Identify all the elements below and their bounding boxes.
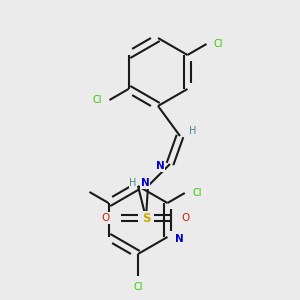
Text: O: O [102,213,110,223]
Text: S: S [142,212,150,224]
Text: H: H [189,126,197,136]
Text: Cl: Cl [214,39,223,49]
Text: Cl: Cl [192,188,202,198]
Text: O: O [182,213,190,223]
Text: Cl: Cl [133,282,143,292]
Text: Cl: Cl [93,95,102,105]
Text: N: N [141,178,149,188]
Text: H: H [129,178,137,188]
Text: N: N [156,161,164,171]
Text: N: N [175,234,184,244]
